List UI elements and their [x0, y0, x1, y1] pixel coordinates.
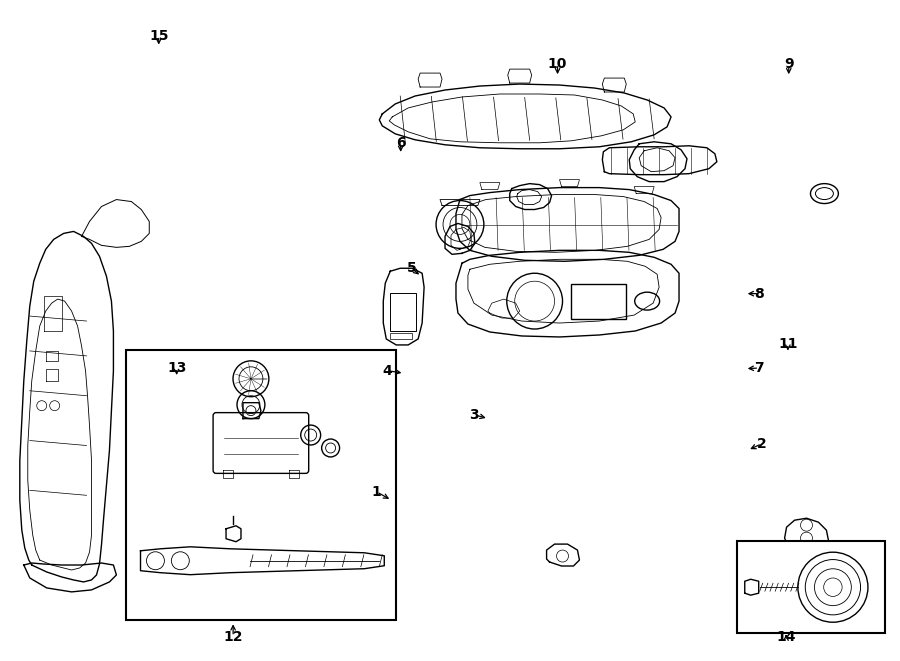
Text: 7: 7	[754, 361, 764, 375]
Bar	[737, 541, 885, 633]
Text: 1: 1	[372, 485, 382, 499]
Text: 3: 3	[470, 408, 479, 422]
Text: 11: 11	[778, 336, 797, 351]
Text: 9: 9	[784, 57, 794, 71]
Text: 8: 8	[754, 287, 764, 301]
Text: 4: 4	[382, 364, 392, 377]
Text: 10: 10	[548, 57, 567, 71]
Text: 13: 13	[167, 361, 186, 375]
Bar	[391, 333, 412, 339]
Text: 6: 6	[396, 136, 406, 150]
Bar	[572, 284, 626, 319]
Bar	[391, 293, 416, 331]
Text: 12: 12	[223, 629, 243, 644]
Text: 15: 15	[149, 28, 168, 42]
Text: 2: 2	[757, 437, 767, 451]
Text: 5: 5	[407, 261, 417, 275]
Text: 14: 14	[777, 629, 796, 644]
Bar	[126, 350, 396, 620]
